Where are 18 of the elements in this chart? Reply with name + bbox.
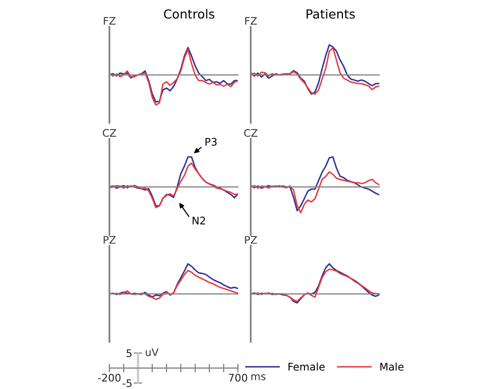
y-tick-label: -5	[122, 379, 132, 388]
text: N2	[192, 216, 206, 224]
chart-title: Controls	[164, 9, 214, 19]
x-tick-label: 700	[228, 374, 248, 382]
y-axis-title: CZ	[244, 128, 258, 137]
text: P3	[206, 138, 217, 146]
y-axis-title: FZ	[104, 17, 116, 25]
y-axis-title: CZ	[102, 128, 116, 137]
y-tick-label: 5	[126, 349, 132, 358]
legend-label: Male	[380, 362, 404, 371]
y-axis-title: uV	[146, 348, 159, 356]
y-axis-title: FZ	[245, 17, 257, 25]
legend-label: Female	[288, 362, 325, 371]
x-tick-label: -200	[98, 374, 121, 382]
y-axis-title: PZ	[104, 236, 116, 244]
x-axis-title: ms	[251, 374, 266, 380]
y-axis-title: PZ	[245, 236, 257, 244]
chart-title: Patients	[306, 9, 355, 19]
